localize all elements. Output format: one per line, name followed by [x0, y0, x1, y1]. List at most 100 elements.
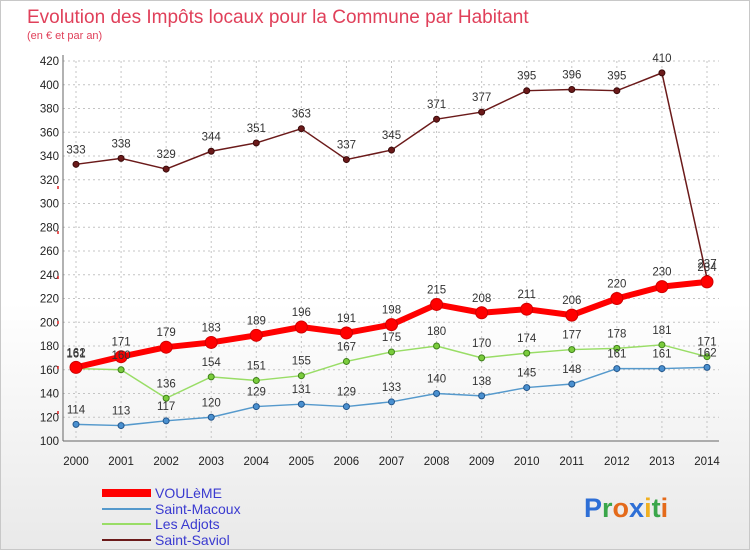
data-label: 220: [607, 279, 626, 291]
data-label: 410: [652, 53, 671, 65]
data-point: [252, 139, 260, 147]
legend-label: Les Adjots: [155, 516, 220, 532]
data-label: 174: [517, 333, 537, 345]
data-point: [342, 156, 350, 164]
data-point: [297, 125, 305, 133]
data-point: [72, 420, 80, 428]
data-label: 183: [202, 322, 221, 334]
logo-letter: i: [644, 493, 652, 523]
data-point: [433, 342, 441, 350]
data-label: 171: [111, 337, 130, 349]
logo-letter: t: [652, 493, 661, 523]
data-label: 181: [652, 325, 671, 337]
data-label: 191: [337, 313, 356, 325]
data-point: [162, 165, 170, 173]
y-tick-label: 220: [40, 294, 59, 306]
chart-title: Evolution des Impôts locaux pour la Comm…: [27, 7, 529, 28]
data-label: 371: [427, 99, 446, 111]
y-tick-label: 240: [40, 270, 59, 282]
data-label: 161: [66, 349, 85, 361]
data-point: [294, 320, 308, 334]
data-label: 133: [382, 382, 401, 394]
x-tick-label: 2006: [334, 456, 360, 468]
series-lines: [69, 69, 714, 430]
data-point: [69, 360, 83, 374]
data-point: [658, 341, 666, 349]
y-tick-label: 120: [40, 412, 59, 424]
data-label: 145: [517, 368, 536, 380]
data-label: 138: [472, 376, 491, 388]
data-point: [523, 349, 531, 357]
y-tick-label: 400: [40, 80, 59, 92]
data-point: [162, 394, 170, 402]
y-tick-label: 420: [40, 56, 59, 68]
x-tick-label: 2000: [63, 456, 89, 468]
x-tick-label: 2005: [289, 456, 315, 468]
data-label: 170: [472, 338, 491, 350]
data-point: [430, 297, 444, 311]
data-label: 179: [157, 327, 176, 339]
data-point: [613, 87, 621, 95]
data-point: [478, 354, 486, 362]
legend-label: Saint-Saviol: [155, 532, 230, 548]
data-labels: 333 338 329 344 351 363 337 345 371 377 395 396 395 4…: [66, 53, 717, 418]
data-label: 113: [112, 406, 130, 418]
x-tick-label: 2008: [424, 456, 450, 468]
data-point: [610, 292, 624, 305]
data-point: [114, 350, 128, 364]
data-label: 151: [247, 360, 266, 372]
y-tick-label: 360: [40, 127, 59, 139]
data-label: 117: [157, 401, 175, 413]
data-label: 329: [157, 149, 176, 161]
y-tick-label: 280: [40, 222, 59, 234]
data-label: 155: [292, 356, 311, 368]
data-label: 180: [427, 326, 446, 338]
data-label: 344: [202, 131, 222, 143]
data-label: 136: [157, 378, 176, 390]
data-point: [388, 146, 395, 154]
data-point: [613, 365, 621, 373]
data-label: 237: [697, 258, 716, 270]
x-tick-label: 2009: [469, 456, 495, 468]
data-point: [568, 86, 576, 93]
data-point: [159, 340, 173, 354]
data-label: 148: [562, 364, 581, 376]
data-point: [475, 306, 489, 320]
logo-letter: r: [602, 493, 613, 523]
data-label: 230: [652, 267, 671, 279]
data-point: [700, 275, 714, 289]
data-point: [613, 344, 621, 352]
x-tick-label: 2001: [108, 456, 134, 468]
data-label: 351: [247, 123, 266, 135]
x-tick-label: 2007: [379, 456, 405, 468]
data-point: [204, 335, 218, 349]
x-tick-label: 2014: [694, 456, 720, 468]
x-tick-label: 2010: [514, 456, 540, 468]
data-label: 129: [247, 387, 266, 399]
data-label: 234: [697, 262, 717, 274]
y-tick-label: 180: [40, 341, 59, 353]
legend-label: Saint-Macoux: [155, 501, 241, 517]
data-point: [117, 154, 125, 162]
data-label: 206: [562, 295, 581, 307]
data-point: [249, 328, 263, 342]
y-tick-label: 140: [40, 389, 59, 401]
data-point: [297, 400, 305, 408]
data-label: 120: [202, 397, 221, 409]
y-tick-label: 300: [40, 199, 59, 211]
data-label: 345: [382, 130, 401, 142]
data-label: 396: [562, 70, 581, 82]
logo-letter: i: [661, 493, 669, 523]
data-point: [162, 417, 170, 425]
data-point: [252, 376, 260, 384]
data-point: [207, 413, 215, 421]
data-point: [342, 403, 350, 411]
proxiti-logo: Proxiti: [584, 493, 668, 523]
data-label: 395: [517, 71, 536, 83]
data-label: 337: [337, 140, 356, 152]
data-label: 171: [697, 337, 716, 349]
data-label: 161: [652, 349, 671, 361]
y-tick-label: 100: [40, 436, 59, 448]
